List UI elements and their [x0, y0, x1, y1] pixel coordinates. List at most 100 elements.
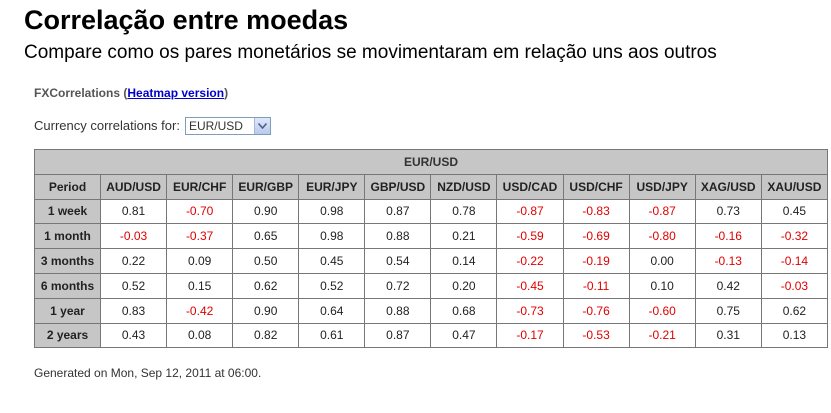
- period-label: 6 months: [34, 272, 101, 299]
- column-header: EUR/JPY: [298, 173, 366, 200]
- correlation-cell: -0.53: [562, 322, 630, 349]
- table-row: 2 years 0.43 0.08 0.82 0.61 0.87 0.47 -0.17 -0.5…: [34, 322, 829, 349]
- correlation-cell: 0.42: [694, 272, 762, 299]
- correlation-cell: -0.87: [628, 198, 696, 225]
- table-header-row: Period AUD/USD EUR/CHF EUR/GBP EUR/JPY GBP/U…: [34, 173, 829, 200]
- correlation-cell: 0.31: [694, 322, 762, 349]
- chevron-down-icon[interactable]: [253, 118, 270, 134]
- correlation-cell: -0.19: [562, 248, 630, 274]
- heatmap-version-link[interactable]: Heatmap version: [127, 86, 225, 100]
- period-label: 2 years: [34, 322, 101, 349]
- table-row: 6 months 0.52 0.15 0.62 0.52 0.72 0.20 -0.45 -0.…: [34, 272, 829, 299]
- column-header: XAG/USD: [694, 173, 762, 200]
- brand-line: FXCorrelations (Heatmap version): [34, 85, 228, 101]
- correlation-cell: 0.78: [430, 198, 498, 225]
- correlation-cell: -0.03: [760, 272, 829, 299]
- correlation-cell: 0.20: [430, 272, 498, 299]
- correlation-cell: 0.61: [298, 322, 366, 349]
- correlation-cell: 0.52: [298, 272, 366, 299]
- page-title: Correlação entre moedas: [24, 5, 349, 35]
- correlation-cell: -0.21: [628, 322, 696, 349]
- correlation-cell: 0.09: [166, 248, 234, 274]
- correlation-cell: 0.10: [628, 272, 696, 299]
- correlation-cell: -0.69: [562, 223, 630, 250]
- column-header: AUD/USD: [99, 173, 168, 200]
- correlation-cell: 0.90: [232, 198, 300, 225]
- correlation-cell: -0.11: [562, 272, 630, 299]
- correlation-cell: -0.13: [694, 248, 762, 274]
- correlation-cell: 0.14: [430, 248, 498, 274]
- correlation-cell: -0.22: [496, 248, 564, 274]
- table-row: 1 month -0.03 -0.37 0.65 0.98 0.88 0.21 -0.59 -0…: [34, 223, 829, 250]
- column-header: XAU/USD: [760, 173, 829, 200]
- correlation-cell: -0.80: [628, 223, 696, 250]
- period-label: 1 week: [34, 198, 101, 225]
- correlation-cell: -0.59: [496, 223, 564, 250]
- correlation-cell: -0.37: [166, 223, 234, 250]
- correlation-cell: -0.17: [496, 322, 564, 349]
- correlation-cell: 0.88: [364, 223, 432, 250]
- column-header: USD/CAD: [496, 173, 564, 200]
- column-header: USD/CHF: [562, 173, 630, 200]
- correlation-cell: 0.87: [364, 198, 432, 225]
- table-row: 3 months 0.22 0.09 0.50 0.45 0.54 0.14 -0.22 -0.…: [34, 248, 829, 274]
- table-row: 1 year 0.83 -0.42 0.90 0.64 0.88 0.68 -0.73 -0.7…: [34, 297, 829, 324]
- correlation-cell: 0.64: [298, 297, 366, 324]
- table-caption-row: EUR/USD: [34, 149, 828, 175]
- correlation-cell: 0.62: [760, 297, 829, 324]
- correlation-cell: 0.47: [430, 322, 498, 349]
- table-caption: EUR/USD: [34, 149, 828, 175]
- correlation-cell: -0.45: [496, 272, 564, 299]
- correlation-cell: 0.68: [430, 297, 498, 324]
- correlation-cell: -0.03: [99, 223, 168, 250]
- correlation-cell: -0.87: [496, 198, 564, 225]
- correlation-cell: -0.73: [496, 297, 564, 324]
- correlation-cell: -0.83: [562, 198, 630, 225]
- correlation-cell: 0.98: [298, 198, 366, 225]
- column-header: USD/JPY: [628, 173, 696, 200]
- correlation-cell: -0.16: [694, 223, 762, 250]
- table-row: 1 week 0.81 -0.70 0.90 0.98 0.87 0.78 -0.87 -0.8…: [34, 198, 829, 225]
- period-label: 3 months: [34, 248, 101, 274]
- correlation-cell: 0.90: [232, 297, 300, 324]
- correlation-cell: -0.32: [760, 223, 829, 250]
- correlation-cell: 0.62: [232, 272, 300, 299]
- correlation-cell: 0.08: [166, 322, 234, 349]
- currency-select-value: EUR/USD: [188, 119, 243, 133]
- column-header: NZD/USD: [430, 173, 498, 200]
- correlation-cell: 0.52: [99, 272, 168, 299]
- correlation-cell: 0.83: [99, 297, 168, 324]
- currency-selector-label: Currency correlations for:: [34, 118, 180, 133]
- correlation-cell: -0.14: [760, 248, 829, 274]
- correlation-cell: -0.76: [562, 297, 630, 324]
- correlation-cell: 0.65: [232, 223, 300, 250]
- period-label: 1 month: [34, 223, 101, 250]
- correlation-cell: 0.98: [298, 223, 366, 250]
- brand-name: FXCorrelations: [34, 86, 121, 100]
- currency-selector-row: Currency correlations for: EUR/USD: [34, 116, 271, 136]
- correlation-cell: -0.70: [166, 198, 234, 225]
- correlation-cell: -0.60: [628, 297, 696, 324]
- page-subtitle: Compare como os pares monetários se movi…: [24, 42, 717, 63]
- correlation-cell: 0.72: [364, 272, 432, 299]
- column-header: EUR/GBP: [232, 173, 300, 200]
- correlation-cell: 0.88: [364, 297, 432, 324]
- brand-close-paren: ): [224, 86, 229, 100]
- column-header: EUR/CHF: [166, 173, 234, 200]
- correlation-cell: 0.43: [99, 322, 168, 349]
- correlation-cell: 0.45: [298, 248, 366, 274]
- correlation-cell: 0.54: [364, 248, 432, 274]
- correlation-cell: 0.50: [232, 248, 300, 274]
- correlation-cell: 0.22: [99, 248, 168, 274]
- correlation-cell: 0.87: [364, 322, 432, 349]
- correlation-cell: 0.82: [232, 322, 300, 349]
- correlation-cell: 0.81: [99, 198, 168, 225]
- brand-open-paren: (: [120, 86, 128, 100]
- period-header: Period: [34, 173, 101, 200]
- correlation-cell: -0.42: [166, 297, 234, 324]
- correlation-cell: 0.75: [694, 297, 762, 324]
- correlation-cell: 0.13: [760, 322, 829, 349]
- correlation-cell: 0.00: [628, 248, 696, 274]
- currency-select[interactable]: EUR/USD: [184, 117, 271, 135]
- correlation-cell: 0.21: [430, 223, 498, 250]
